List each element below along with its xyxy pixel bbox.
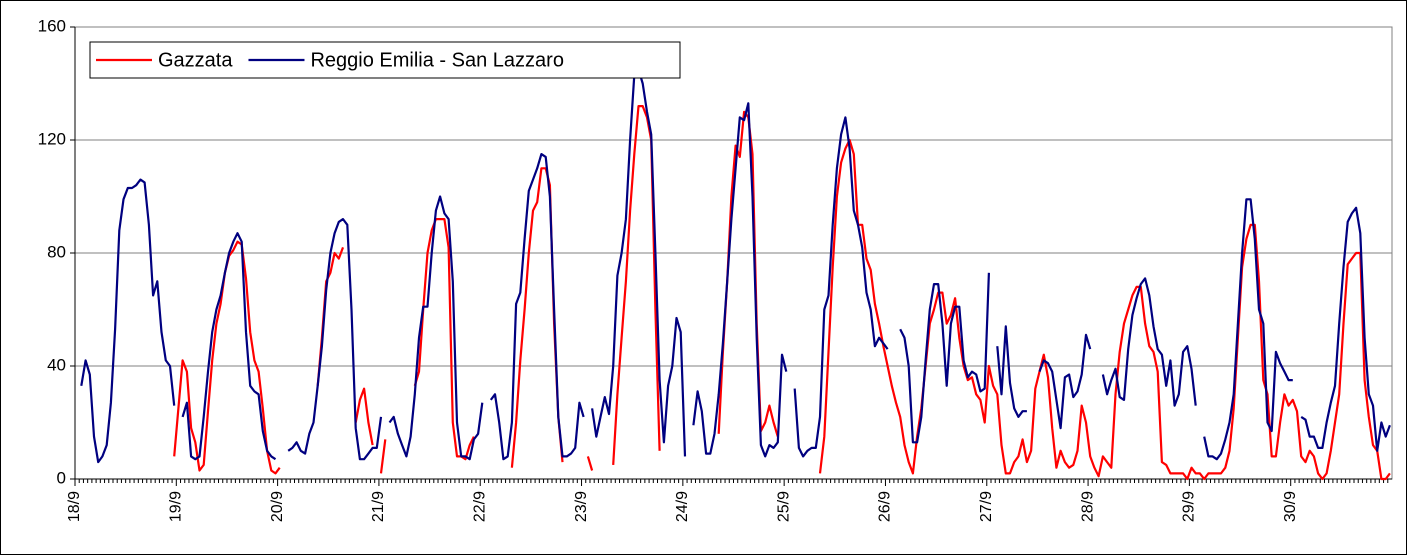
legend-label: Gazzata: [158, 49, 233, 71]
y-tick-label: 120: [38, 129, 66, 148]
y-tick-label: 80: [47, 242, 66, 261]
x-tick-label: 19/9: [168, 491, 185, 522]
y-tick-label: 40: [47, 355, 66, 374]
x-tick-label: 28/9: [1079, 491, 1096, 522]
line-series: [80, 68, 1391, 464]
y-tick-label: 0: [57, 468, 66, 487]
legend-box: [89, 41, 681, 79]
x-tick-label: 25/9: [775, 491, 792, 522]
x-tick-label: 20/9: [269, 491, 286, 522]
x-tick-label: 23/9: [573, 491, 590, 522]
x-tick-label: 26/9: [877, 491, 894, 522]
legend: Gazzata Reggio Emilia - San Lazzaro: [89, 41, 681, 79]
x-tick-label: 29/9: [1181, 491, 1198, 522]
legend-label: Reggio Emilia - San Lazzaro: [310, 49, 563, 71]
x-tick-label: 18/9: [66, 491, 83, 522]
x-tick-label: 22/9: [471, 491, 488, 522]
x-tick-label: 30/9: [1282, 491, 1299, 522]
x-tick-label: 24/9: [674, 491, 691, 522]
y-tick-label: 160: [38, 16, 66, 35]
x-tick-label: 27/9: [978, 491, 995, 522]
x-tick-label: 21/9: [370, 491, 387, 522]
